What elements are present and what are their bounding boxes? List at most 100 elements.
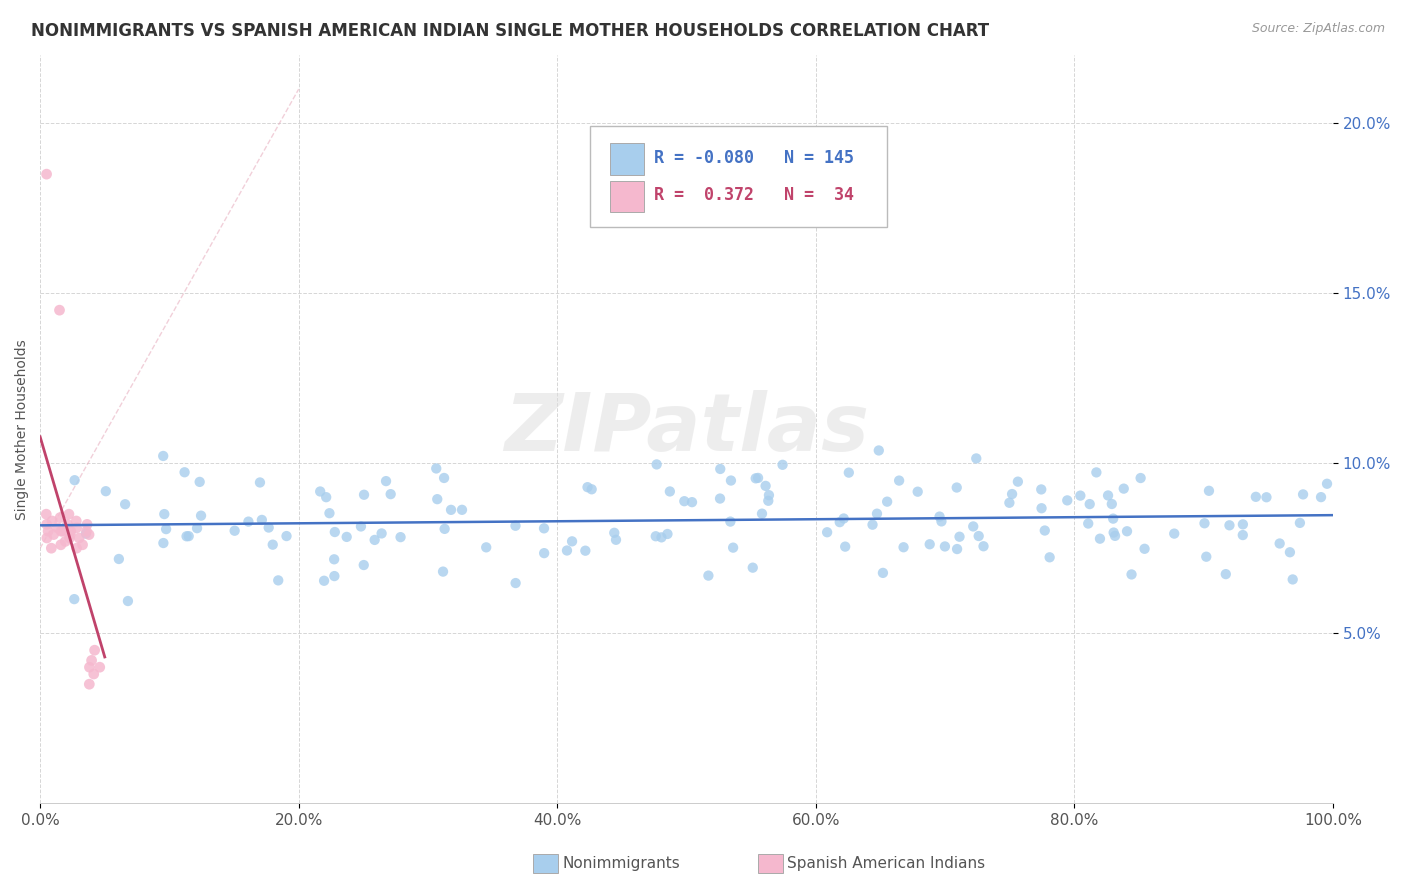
Point: [1232, 517, 1254, 532]
Point: [37, 524, 59, 539]
Point: [53, 534, 76, 549]
Point: [1292, 487, 1315, 501]
Point: [758, 488, 780, 502]
Point: [83, 643, 105, 657]
Point: [838, 466, 860, 480]
Point: [893, 540, 915, 554]
Point: [1007, 475, 1029, 489]
Point: [389, 530, 412, 544]
Point: [75, 526, 97, 541]
Point: [1088, 532, 1111, 546]
Point: [1101, 497, 1123, 511]
Point: [1133, 541, 1156, 556]
Point: [756, 493, 779, 508]
Point: [58, 531, 80, 545]
Point: [697, 568, 720, 582]
Point: [76, 524, 98, 539]
Point: [190, 508, 212, 523]
Point: [574, 543, 596, 558]
Point: [605, 533, 627, 547]
Point: [1031, 483, 1053, 497]
Point: [948, 530, 970, 544]
Point: [173, 465, 195, 479]
Point: [1281, 573, 1303, 587]
Point: [755, 479, 778, 493]
Point: [907, 484, 929, 499]
Point: [644, 529, 666, 543]
Point: [1104, 529, 1126, 543]
Point: [1116, 524, 1139, 539]
Point: [323, 524, 346, 539]
Point: [79, 660, 101, 674]
Point: [49, 524, 72, 539]
Point: [432, 565, 454, 579]
Point: [49, 538, 72, 552]
Point: [928, 509, 950, 524]
Point: [1195, 549, 1218, 564]
Point: [79, 677, 101, 691]
Point: [35, 507, 58, 521]
Point: [744, 471, 766, 485]
Point: [35, 517, 58, 532]
Point: [425, 461, 447, 475]
Point: [1218, 518, 1240, 533]
Point: [49, 510, 72, 524]
Point: [1256, 490, 1278, 504]
Point: [1069, 489, 1091, 503]
Point: [35, 531, 58, 545]
Point: [117, 594, 139, 608]
Point: [828, 515, 851, 529]
Point: [94, 484, 117, 499]
Point: [426, 492, 449, 507]
Point: [1097, 488, 1119, 502]
Point: [155, 522, 177, 536]
Point: [1077, 516, 1099, 531]
Point: [645, 458, 668, 472]
Point: [1129, 471, 1152, 485]
Point: [186, 521, 208, 535]
Point: [834, 540, 856, 554]
Point: [63, 592, 86, 607]
Point: [1102, 525, 1125, 540]
Point: [380, 487, 402, 501]
Point: [1278, 545, 1301, 559]
Point: [89, 660, 111, 674]
Point: [59, 527, 82, 541]
Point: [747, 471, 769, 485]
Point: [153, 507, 176, 521]
Point: [35, 167, 58, 181]
Point: [741, 560, 763, 574]
Point: [52, 524, 75, 539]
Point: [945, 481, 967, 495]
Point: [720, 474, 742, 488]
Point: [1112, 482, 1135, 496]
Point: [967, 529, 990, 543]
Point: [257, 520, 280, 534]
Point: [309, 484, 332, 499]
Point: [1244, 490, 1267, 504]
Point: [152, 449, 174, 463]
Point: [1001, 487, 1024, 501]
Y-axis label: Single Mother Households: Single Mother Households: [15, 339, 30, 519]
Point: [658, 484, 681, 499]
Point: [772, 458, 794, 472]
Point: [440, 503, 463, 517]
Text: ZIPatlas: ZIPatlas: [503, 390, 869, 468]
Point: [868, 443, 890, 458]
Point: [370, 526, 392, 541]
Point: [353, 558, 375, 572]
Point: [224, 524, 246, 538]
Point: [336, 530, 359, 544]
Text: NONIMMIGRANTS VS SPANISH AMERICAN INDIAN SINGLE MOTHER HOUSEHOLDS CORRELATION CH: NONIMMIGRANTS VS SPANISH AMERICAN INDIAN…: [31, 22, 988, 40]
Point: [475, 541, 498, 555]
Point: [65, 514, 87, 528]
Point: [56, 517, 79, 532]
Point: [46, 521, 69, 535]
Point: [872, 566, 894, 580]
Text: Source: ZipAtlas.com: Source: ZipAtlas.com: [1251, 22, 1385, 36]
Point: [721, 541, 744, 555]
Point: [1310, 490, 1333, 504]
Point: [1056, 493, 1078, 508]
Point: [41, 541, 63, 556]
Point: [108, 552, 131, 566]
